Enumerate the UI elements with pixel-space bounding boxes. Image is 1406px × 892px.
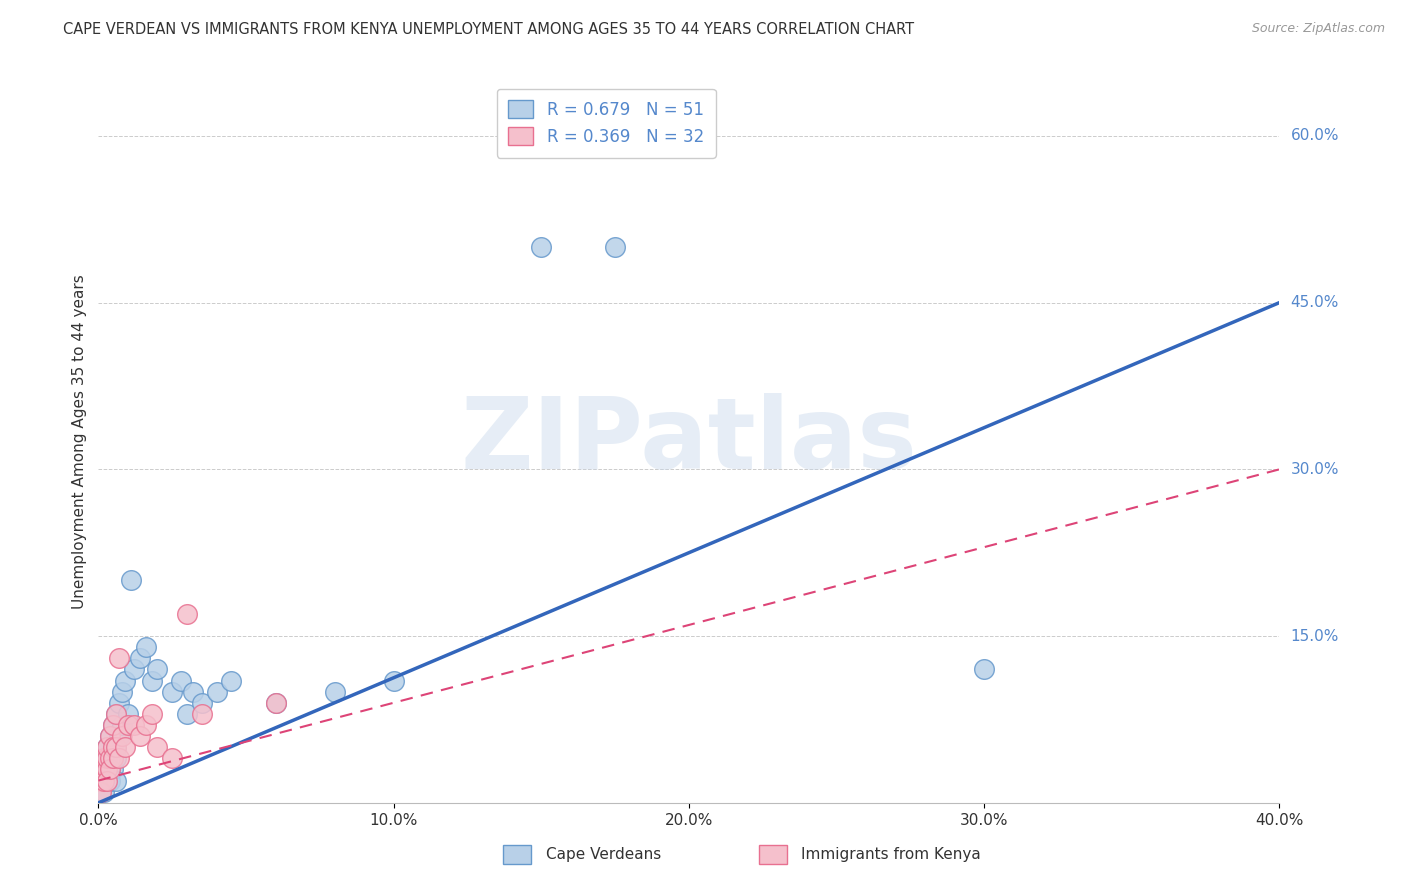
Point xyxy=(128,651,150,665)
Point xyxy=(141,673,163,688)
Point xyxy=(264,696,287,710)
Point xyxy=(96,773,118,788)
Point xyxy=(162,751,183,765)
Point xyxy=(221,673,243,688)
Point xyxy=(105,740,128,755)
Point xyxy=(93,773,115,788)
Point xyxy=(98,763,121,777)
Point xyxy=(120,574,142,588)
Point xyxy=(530,240,553,254)
Text: Source: ZipAtlas.com: Source: ZipAtlas.com xyxy=(1251,22,1385,36)
Point xyxy=(108,751,131,765)
Text: CAPE VERDEAN VS IMMIGRANTS FROM KENYA UNEMPLOYMENT AMONG AGES 35 TO 44 YEARS COR: CAPE VERDEAN VS IMMIGRANTS FROM KENYA UN… xyxy=(63,22,914,37)
Point xyxy=(135,718,157,732)
Point xyxy=(128,729,150,743)
Point xyxy=(93,773,115,788)
Point xyxy=(93,763,115,777)
Point xyxy=(103,718,125,732)
Legend: R = 0.679   N = 51, R = 0.369   N = 32: R = 0.679 N = 51, R = 0.369 N = 32 xyxy=(496,88,716,158)
Point xyxy=(90,773,112,788)
Point xyxy=(90,773,112,788)
Point xyxy=(605,240,627,254)
Point xyxy=(98,763,121,777)
Point xyxy=(96,773,118,788)
Point xyxy=(162,684,183,698)
Point xyxy=(146,662,169,676)
Text: 45.0%: 45.0% xyxy=(1291,295,1339,310)
Point xyxy=(103,740,125,755)
Point xyxy=(103,740,125,755)
Point xyxy=(96,773,118,788)
Point xyxy=(90,763,112,777)
Point xyxy=(103,751,125,765)
Point xyxy=(93,751,115,765)
Point xyxy=(96,763,118,777)
Point xyxy=(114,740,136,755)
Point xyxy=(96,740,118,755)
Point xyxy=(176,607,198,621)
Point xyxy=(90,785,112,799)
Point xyxy=(111,729,134,743)
Point xyxy=(96,751,118,765)
Point xyxy=(98,729,121,743)
Point xyxy=(93,785,115,799)
Point xyxy=(103,751,125,765)
FancyBboxPatch shape xyxy=(759,845,787,864)
Point xyxy=(103,763,125,777)
Point xyxy=(90,763,112,777)
Point xyxy=(105,706,128,721)
Point xyxy=(90,785,112,799)
Text: ZIPatlas: ZIPatlas xyxy=(461,393,917,490)
Point xyxy=(973,662,995,676)
Text: Immigrants from Kenya: Immigrants from Kenya xyxy=(801,847,981,862)
Point xyxy=(96,751,118,765)
Point xyxy=(93,763,115,777)
Point xyxy=(111,684,134,698)
Text: 15.0%: 15.0% xyxy=(1291,629,1339,643)
Point xyxy=(108,729,131,743)
Point xyxy=(105,706,128,721)
Point xyxy=(191,696,214,710)
Point xyxy=(93,751,115,765)
Point xyxy=(105,751,128,765)
Point xyxy=(191,706,214,721)
Point xyxy=(93,773,115,788)
Text: Cape Verdeans: Cape Verdeans xyxy=(546,847,661,862)
Point xyxy=(122,718,145,732)
Point xyxy=(176,706,198,721)
Point xyxy=(181,684,204,698)
Point xyxy=(264,696,287,710)
Point xyxy=(111,718,134,732)
Y-axis label: Unemployment Among Ages 35 to 44 years: Unemployment Among Ages 35 to 44 years xyxy=(72,274,87,609)
Point xyxy=(135,640,157,655)
Point xyxy=(98,773,121,788)
Point xyxy=(117,706,139,721)
Point xyxy=(108,651,131,665)
Point xyxy=(170,673,193,688)
Point xyxy=(105,740,128,755)
Point xyxy=(98,751,121,765)
Point xyxy=(117,718,139,732)
Point xyxy=(98,751,121,765)
Point xyxy=(141,706,163,721)
Point xyxy=(114,673,136,688)
Point xyxy=(96,763,118,777)
Point xyxy=(108,696,131,710)
Point xyxy=(323,684,346,698)
Point xyxy=(98,729,121,743)
Point xyxy=(103,718,125,732)
Point xyxy=(122,662,145,676)
Point xyxy=(105,773,128,788)
Point xyxy=(205,684,228,698)
Text: 60.0%: 60.0% xyxy=(1291,128,1339,144)
Point xyxy=(382,673,405,688)
FancyBboxPatch shape xyxy=(503,845,531,864)
Text: 30.0%: 30.0% xyxy=(1291,462,1339,477)
Point xyxy=(96,740,118,755)
Point xyxy=(146,740,169,755)
Point xyxy=(96,763,118,777)
